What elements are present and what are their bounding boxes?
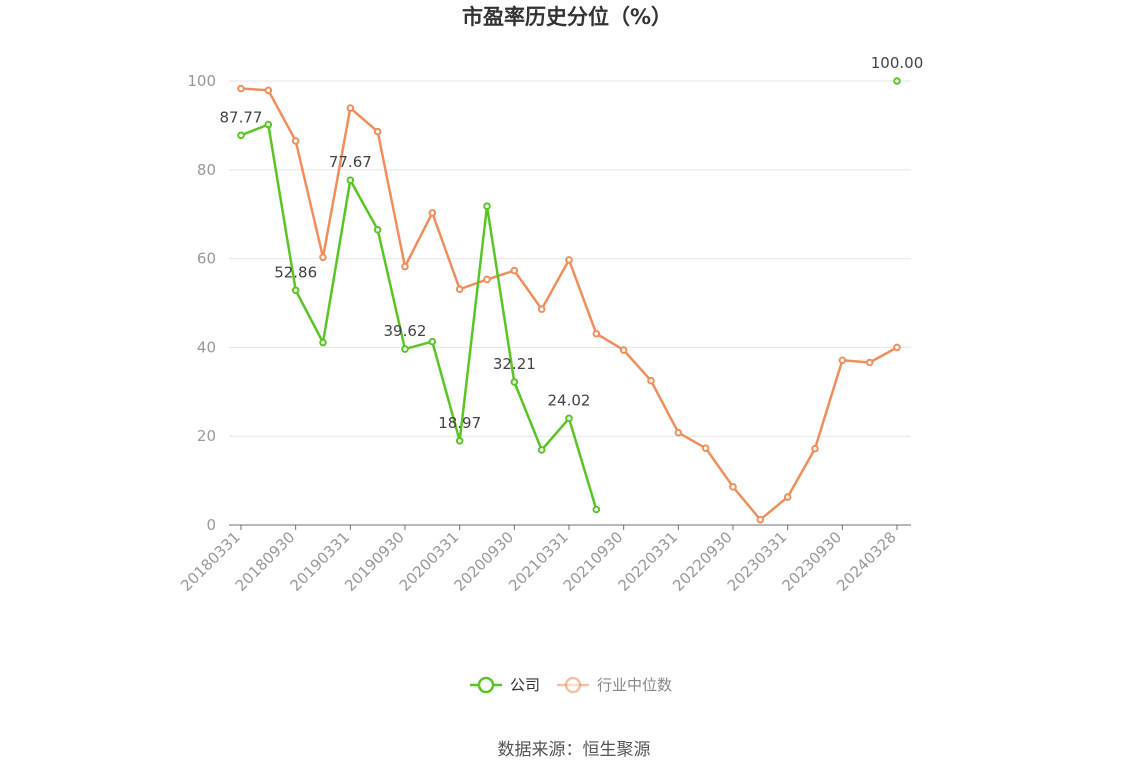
data-point [483,275,491,284]
data-label: 24.02 [548,391,591,409]
data-point [592,505,601,514]
data-point [565,256,573,264]
data-point [783,493,792,501]
data-point [647,376,655,385]
legend-label: 行业中位数 [597,676,672,694]
data-point [893,77,901,85]
data-point [264,86,273,95]
y-tick-label: 60 [197,250,216,268]
data-point [237,131,245,140]
data-point [291,137,300,145]
data-point [401,262,409,271]
legend: 公司 行业中位数 [470,676,672,694]
data-point [401,345,409,353]
data-point [756,515,765,524]
legend-marker [477,676,495,694]
legend-marker [564,676,582,694]
data-point [373,225,382,234]
data-point [811,444,819,453]
data-label: 52.86 [274,263,317,281]
data-point [455,285,464,294]
data-point [537,446,546,454]
data-point [319,253,327,262]
data-label: 32.21 [493,355,536,373]
data-point [838,356,847,365]
series-line [240,123,598,510]
data-point [483,202,491,211]
data-point [865,358,874,367]
legend-label: 公司 [510,676,540,694]
data-point [319,338,327,347]
data-point [592,329,601,338]
x-tick-label: 20240328 [833,528,900,595]
source-text: 数据来源：恒生聚源 [498,740,651,760]
data-point [619,346,628,354]
data-point [537,305,546,314]
data-point [346,176,355,184]
data-point [264,120,273,129]
y-tick-label: 0 [206,516,216,534]
data-point [510,378,519,386]
data-point [674,428,683,437]
y-tick-label: 20 [197,427,216,445]
chart-title: 市盈率历史分位（%） [462,5,672,29]
data-label: 39.62 [384,322,427,340]
data-label: 87.77 [220,108,263,126]
data-point [291,286,300,295]
data-label: 77.67 [329,153,372,171]
data-point [729,483,737,491]
data-label: 18.97 [438,414,481,432]
data-point [701,444,710,452]
data-point [455,436,464,445]
data-label: 100.00 [871,54,924,72]
data-point [346,104,355,112]
y-tick-label: 100 [187,72,216,90]
data-point [893,343,901,352]
data-point [565,414,573,423]
y-tick-label: 40 [197,338,216,356]
data-point [510,266,519,275]
y-tick-label: 80 [197,161,216,179]
data-point [237,84,245,93]
series [237,77,901,524]
data-point [373,127,382,136]
data-labels: 87.77 52.86 77.67 39.62 18.97 32.21 24.02 100.0… [220,54,924,432]
axes: 0204060801002018033120180930201903312019… [177,72,911,595]
data-point [428,209,437,217]
data-point [428,337,437,346]
